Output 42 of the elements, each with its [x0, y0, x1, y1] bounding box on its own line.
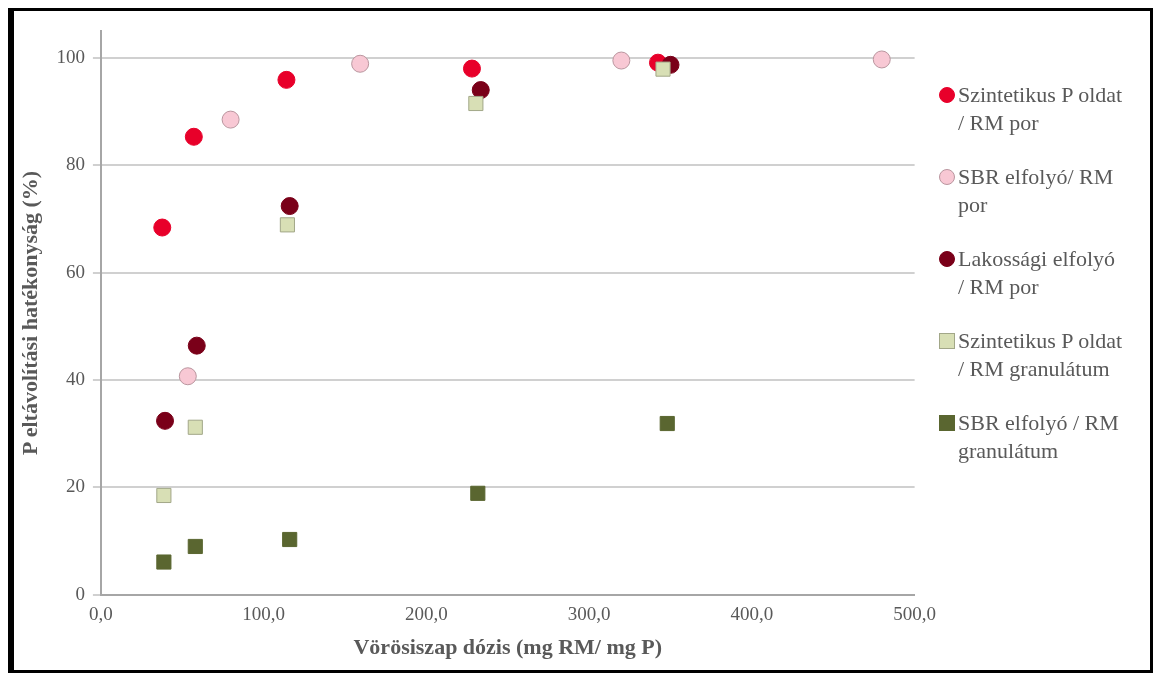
- legend-label: Szintetikus P oldat / RM por: [958, 81, 1124, 137]
- point: [612, 51, 631, 70]
- point: [659, 415, 675, 432]
- point: [655, 61, 671, 77]
- point: [156, 487, 172, 504]
- point: [471, 81, 490, 100]
- y-tick-label: 80: [65, 153, 85, 175]
- x-tick-label: 300,0: [567, 603, 611, 625]
- legend-label: Szintetikus P oldat / RM granulátum: [958, 327, 1124, 383]
- point: [156, 554, 172, 570]
- point: [282, 531, 298, 548]
- point: [178, 367, 197, 386]
- point: [221, 110, 240, 129]
- point: [156, 411, 175, 430]
- point: [351, 54, 370, 73]
- y-axis-title: P eltávolítási hatékonyság (%): [16, 170, 42, 455]
- x-tick-label: 500,0: [893, 603, 936, 625]
- x-tick-label: 100,0: [242, 603, 286, 625]
- point: [462, 59, 481, 78]
- y-tick-label: 20: [65, 475, 85, 497]
- x-axis-title: Vörösiszap dózis (mg RM/ mg P): [353, 634, 663, 660]
- point: [187, 419, 203, 435]
- point: [470, 485, 486, 501]
- x-tick-label: 0,0: [89, 603, 113, 625]
- point: [872, 50, 891, 69]
- x-tick-label: 400,0: [730, 603, 774, 625]
- y-tick-label: 60: [65, 260, 85, 282]
- x-tick-label: 200,0: [405, 603, 448, 625]
- legend-label: SBR elfolyó/ RM por: [958, 163, 1115, 219]
- legend-label: Lakossági elfolyó / RM por: [958, 245, 1117, 301]
- point: [277, 70, 296, 89]
- y-tick-label: 40: [65, 368, 85, 389]
- legend-label: SBR elfolyó / RM granulátum: [958, 409, 1120, 465]
- point: [468, 95, 484, 112]
- point: [184, 127, 203, 146]
- point: [153, 218, 172, 237]
- point: [280, 197, 299, 216]
- point: [279, 217, 295, 233]
- point: [187, 336, 206, 355]
- point: [187, 538, 203, 555]
- y-tick-label: 0: [75, 582, 85, 604]
- y-tick-label: 100: [56, 45, 85, 67]
